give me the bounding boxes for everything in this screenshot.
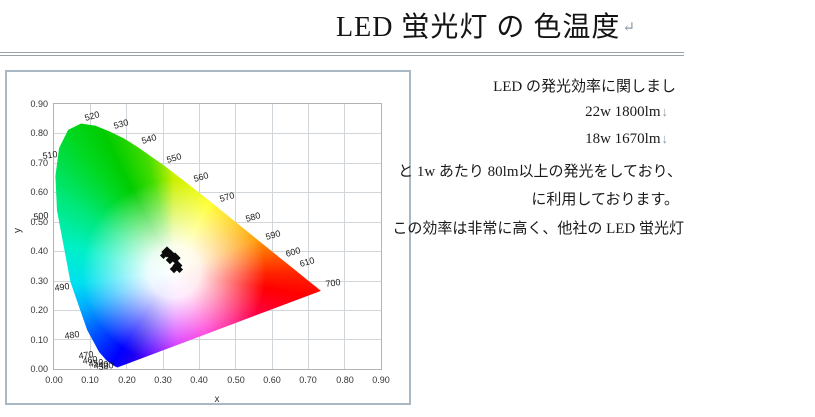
body-text-line: に利用しております。 — [531, 188, 680, 209]
wavelength-label: 610 — [298, 255, 316, 269]
body-text-line: LED の発光効率に関しまし — [493, 75, 677, 96]
gridline — [54, 133, 381, 134]
x-tick-label: 0.90 — [372, 375, 390, 385]
y-tick-label: 0.20 — [30, 305, 48, 315]
y-tick-label: 0.60 — [30, 187, 48, 197]
x-tick-label: 0.80 — [336, 375, 354, 385]
line-break-icon: ↓ — [661, 131, 669, 146]
paragraph-return-icon: ↵ — [622, 20, 637, 36]
gridline — [308, 104, 309, 369]
x-tick-label: 0.60 — [263, 375, 281, 385]
x-tick-label: 0.40 — [190, 375, 208, 385]
chart-panel: 510 520 530 540 550 560 570 580 590 600 … — [5, 70, 411, 405]
body-text: 22w 1800lm — [585, 104, 661, 120]
x-tick-label: 0.30 — [154, 375, 172, 385]
x-axis-title: x — [214, 394, 220, 405]
wavelength-label: 480 — [63, 329, 81, 341]
page-title: LED 蛍光灯 の 色温度 ↵ — [336, 5, 636, 45]
plot-area: 510 520 530 540 550 560 570 580 590 600 … — [13, 99, 390, 405]
wavelength-label: 520 — [83, 109, 101, 123]
title-divider — [0, 52, 684, 56]
body-text-line: 18w 1670lm↓ — [585, 131, 668, 148]
cie-color-gamut — [55, 123, 321, 368]
body-text: に利用しております。 — [531, 192, 679, 208]
y-tick-label: 0.40 — [30, 246, 48, 256]
wavelength-label: 700 — [324, 277, 342, 289]
wavelength-label: 490 — [53, 281, 71, 293]
gridline — [54, 339, 381, 340]
wavelength-label: 530 — [112, 117, 130, 131]
y-tick-label: 0.10 — [30, 335, 48, 345]
body-text: この効率は非常に高く、他社の LED 蛍光灯 — [392, 221, 684, 237]
y-tick-label: 0.30 — [30, 276, 48, 286]
x-tick-label: 0.50 — [227, 375, 245, 385]
wavelength-label: 590 — [264, 228, 282, 242]
wavelength-label: 560 — [192, 170, 210, 184]
y-tick-label: 0.70 — [30, 158, 48, 168]
wavelength-label: 380 — [97, 360, 115, 372]
body-text-line: と 1w あたり 80lm以上の発光をしており、 — [398, 160, 683, 181]
y-axis-title: y — [12, 228, 24, 233]
gridline — [272, 104, 273, 369]
x-tick-label: 0.00 — [45, 375, 63, 385]
y-tick-label: 0.00 — [30, 364, 48, 374]
wavelength-label: 600 — [284, 245, 302, 259]
body-text: と 1w あたり 80lm以上の発光をしており、 — [398, 164, 682, 180]
page-title-text: LED 蛍光灯 の 色温度 — [336, 12, 621, 43]
gridline — [54, 192, 381, 193]
wavelength-label: 540 — [140, 132, 158, 146]
y-tick-label: 0.90 — [30, 99, 48, 109]
body-text-line: この効率は非常に高く、他社の LED 蛍光灯 — [392, 217, 685, 238]
x-tick-label: 0.10 — [81, 375, 99, 385]
line-break-icon: ↓ — [661, 104, 669, 119]
body-text-line: 22w 1800lm↓ — [585, 104, 668, 121]
body-text: 18w 1670lm — [585, 131, 661, 147]
x-tick-label: 0.70 — [299, 375, 317, 385]
gridline — [54, 163, 381, 164]
gridline — [344, 104, 345, 369]
body-text: LED の発光効率に関しまし — [493, 79, 676, 95]
y-tick-label: 0.80 — [30, 128, 48, 138]
y-tick-label: 0.50 — [30, 217, 48, 227]
x-tick-label: 0.20 — [118, 375, 136, 385]
